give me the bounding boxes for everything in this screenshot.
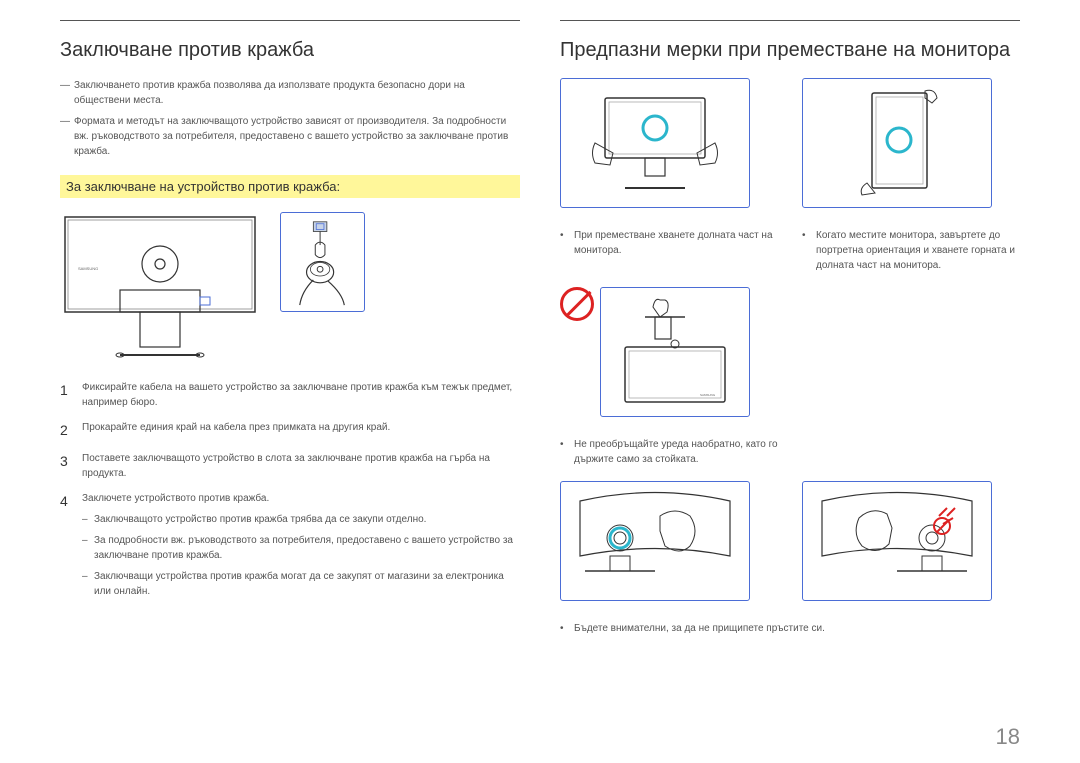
figure-hold-bottom bbox=[560, 78, 750, 208]
prohibit-icon bbox=[560, 287, 594, 321]
monitor-back-diagram: SAMSUNG bbox=[60, 212, 260, 362]
rule-top-left bbox=[60, 20, 520, 21]
caption: Бъдете внимателни, за да не прищипете пр… bbox=[560, 621, 1020, 636]
lock-zoom-diagram bbox=[280, 212, 365, 312]
figure-cell: SAMSUNG bbox=[560, 287, 778, 417]
prohibit-icon bbox=[933, 517, 951, 535]
step-item: Поставете заключващото устройство в слот… bbox=[60, 451, 520, 481]
left-heading: Заключване против кражба bbox=[60, 39, 520, 62]
figure-pinch-no bbox=[802, 481, 992, 601]
right-column: Предпазни мерки при преместване на монит… bbox=[560, 20, 1020, 720]
left-subheading: За заключване на устройство против кражб… bbox=[60, 175, 520, 198]
sub-item: За подробности вж. ръководството за потр… bbox=[82, 533, 520, 563]
step-item: Фиксирайте кабела на вашето устройство з… bbox=[60, 380, 520, 410]
step-item: Заключете устройството против кражба. За… bbox=[60, 491, 520, 605]
figure-cell bbox=[802, 78, 1020, 208]
svg-text:SAMSUNG: SAMSUNG bbox=[700, 393, 716, 397]
svg-text:SAMSUNG: SAMSUNG bbox=[78, 266, 98, 271]
caption: Когато местите монитора, завъртете до по… bbox=[802, 228, 1020, 273]
note-item: ―Заключването против кражба позволява да… bbox=[60, 78, 520, 108]
caption: Не преобръщайте уреда наобратно, като го… bbox=[560, 437, 778, 467]
page-number: 18 bbox=[0, 720, 1080, 750]
caption: При преместване хванете долната част на … bbox=[560, 228, 778, 273]
lock-diagram-area: SAMSUNG bbox=[60, 212, 520, 362]
rule-top-right bbox=[560, 20, 1020, 21]
figure-cell bbox=[802, 481, 1020, 601]
left-column: Заключване против кражба ―Заключването п… bbox=[60, 20, 520, 720]
figure-upside-down: SAMSUNG bbox=[600, 287, 750, 417]
figure-cell bbox=[560, 481, 778, 601]
right-heading: Предпазни мерки при преместване на монит… bbox=[560, 39, 1020, 62]
figure-pinch-ok bbox=[560, 481, 750, 601]
precautions-grid: При преместване хванете долната част на … bbox=[560, 78, 1020, 636]
step-item: Прокарайте единия край на кабела през пр… bbox=[60, 420, 520, 441]
sub-item: Заключващи устройства против кражба мога… bbox=[82, 569, 520, 599]
steps-list: Фиксирайте кабела на вашето устройство з… bbox=[60, 380, 520, 615]
figure-portrait bbox=[802, 78, 992, 208]
note-item: ―Формата и методът на заключващото устро… bbox=[60, 114, 520, 159]
sub-item: Заключващото устройство против кражба тр… bbox=[82, 512, 520, 527]
figure-cell bbox=[560, 78, 778, 208]
